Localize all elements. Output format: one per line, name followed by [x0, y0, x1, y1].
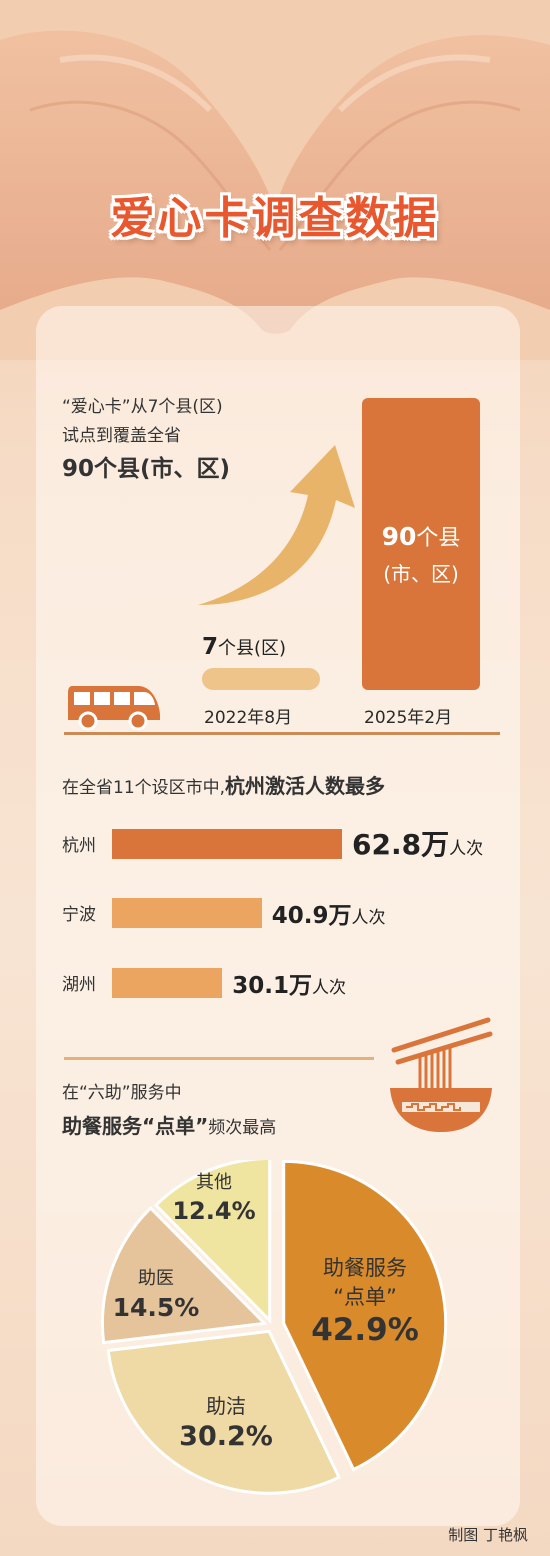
pie-category-label: 助洁 — [206, 1394, 246, 1418]
section2-heading-bold: 杭州激活人数最多 — [225, 774, 386, 798]
section1-line3: 90个县(市、区) — [62, 456, 231, 482]
pie-category-label: “点单” — [333, 1285, 397, 1309]
section1-line1: “爱心卡”从7个县(区) — [62, 397, 223, 417]
bar-2022-label: 7个县(区) — [202, 634, 286, 660]
label-2022: 2022年8月 — [204, 708, 293, 728]
pie-label: 助餐服务 “点单” 42.9% — [300, 1254, 430, 1349]
section3-line2-bold: 助餐服务“点单” — [62, 1114, 209, 1138]
city-bar — [112, 968, 223, 998]
city-value: 30.1 — [232, 973, 289, 999]
city-label: 宁波 — [62, 905, 96, 925]
section3-line1: 在“六助”服务中 — [62, 1083, 182, 1103]
noodle-bowl-icon — [390, 1017, 493, 1132]
pie-category-label: 其他 — [196, 1172, 232, 1193]
city-value-label: 62.8万人次 — [352, 823, 483, 863]
pie-slice — [153, 1160, 272, 1325]
pie-category-label: 助医 — [138, 1268, 174, 1289]
pie-label: 其他 12.4% — [164, 1170, 264, 1226]
pie-value-label: 30.2% — [179, 1421, 273, 1452]
city-value: 62.8 — [352, 828, 422, 861]
section-divider — [64, 1057, 374, 1060]
bus-icon — [68, 686, 160, 730]
pie-label: 助洁 30.2% — [176, 1392, 276, 1453]
timeline-axis — [64, 732, 500, 735]
unit-big: 万 — [421, 828, 450, 861]
heart-hands-illustration — [0, 0, 550, 360]
bar-2022-unit: 个县(区) — [218, 638, 287, 659]
section2-heading-normal: 在全省11个设区市中, — [62, 778, 226, 798]
pie-value-label: 12.4% — [172, 1197, 256, 1225]
section1-line2: 试点到覆盖全省 — [62, 426, 181, 446]
city-bar — [112, 898, 262, 928]
pie-label: 助医 14.5% — [106, 1266, 206, 1323]
unit-big: 万 — [328, 903, 352, 929]
pie-slice — [100, 1205, 268, 1345]
bar-2025-unit2: (市、区) — [383, 562, 459, 586]
credit: 制图 丁艳枫 — [448, 1526, 528, 1544]
bar-2025-value: 90 — [381, 522, 417, 551]
bar-2025: 90个县 (市、区) — [362, 398, 480, 690]
unit-big: 万 — [288, 973, 312, 999]
city-label: 杭州 — [62, 836, 96, 856]
city-value-label: 40.9万人次 — [272, 896, 386, 930]
unit-small: 人次 — [311, 978, 346, 998]
unit-small: 人次 — [449, 839, 484, 859]
page-title: 爱心卡调查数据 — [110, 193, 440, 244]
city-value-label: 30.1万人次 — [232, 966, 346, 1000]
service-pie-chart — [100, 1160, 448, 1495]
city-bar — [112, 829, 342, 859]
city-label: 湖州 — [62, 975, 96, 995]
section3-line2: 助餐服务“点单”频次最高 — [62, 1110, 276, 1139]
section3-line2-normal: 频次最高 — [208, 1118, 277, 1138]
pie-category-label: 助餐服务 — [323, 1256, 407, 1280]
bar-2022 — [202, 668, 320, 690]
pie-slice — [282, 1160, 448, 1472]
bar-2022-value: 7 — [202, 634, 219, 660]
pie-value-label: 14.5% — [112, 1293, 200, 1322]
unit-small: 人次 — [351, 908, 386, 928]
bar-2025-unit: 个县 — [416, 526, 461, 551]
city-value: 40.9 — [271, 903, 329, 929]
pie-slice — [106, 1329, 342, 1495]
pie-value-label: 42.9% — [311, 1312, 419, 1348]
label-2025: 2025年2月 — [364, 708, 453, 728]
growth-arrow-icon — [198, 445, 355, 605]
section2-heading: 在全省11个设区市中,杭州激活人数最多 — [62, 770, 385, 799]
